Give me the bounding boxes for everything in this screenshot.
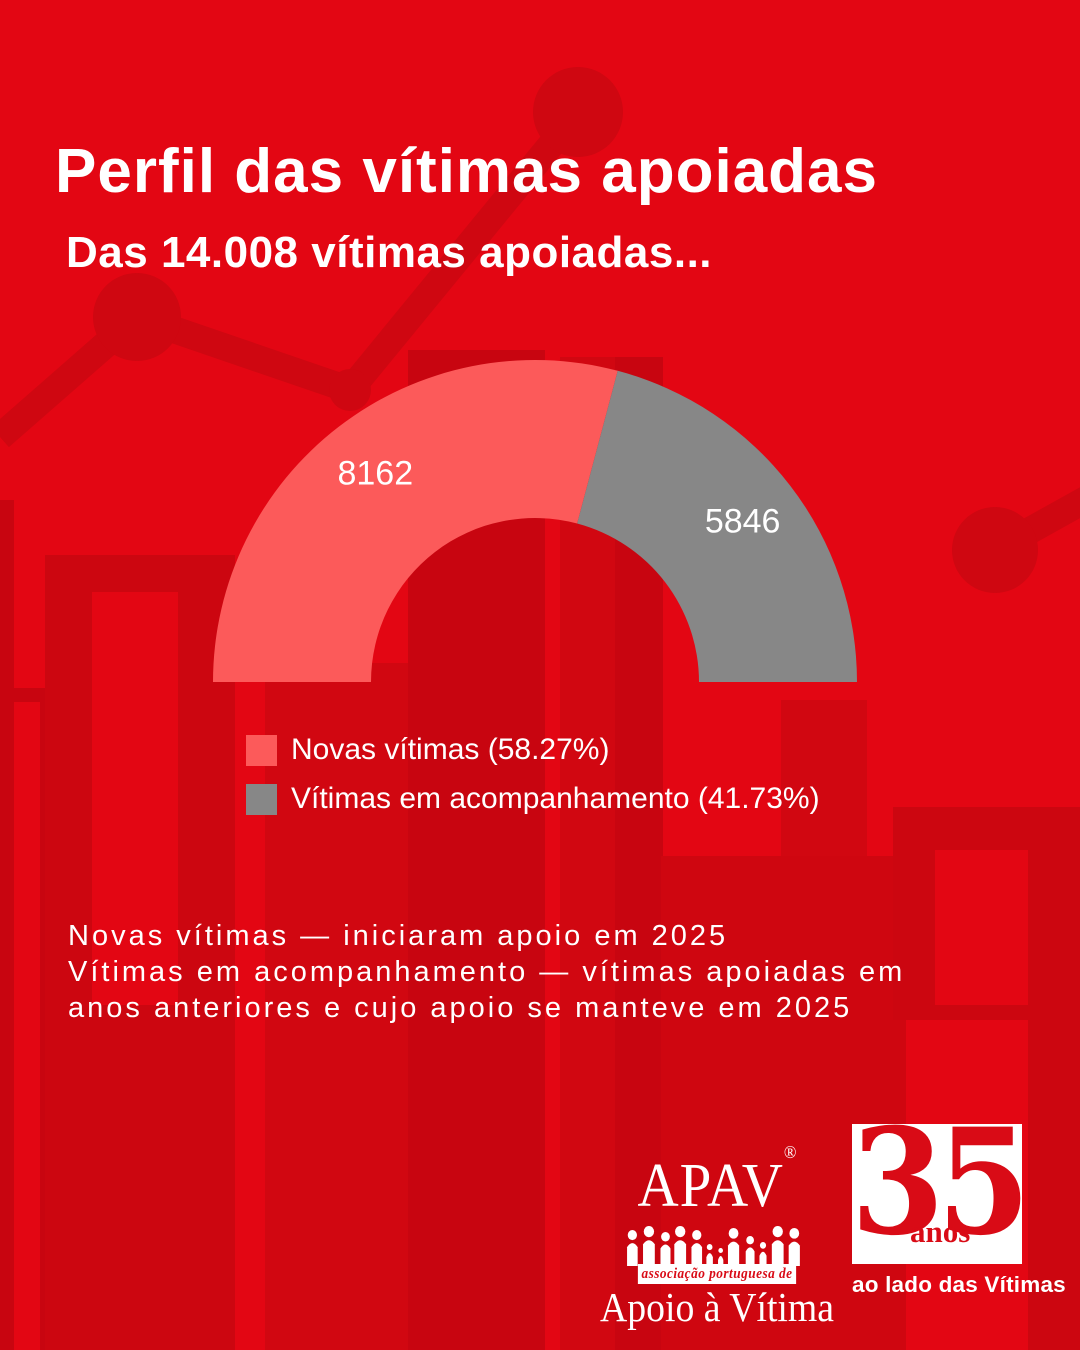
person-silhouette-icon — [718, 1248, 724, 1266]
decorative-line-node-icon — [93, 273, 181, 361]
person-silhouette-icon — [691, 1230, 703, 1266]
apav-acronym-text: APAV — [637, 1152, 784, 1220]
apav-acronym: APAV® — [638, 1120, 797, 1218]
donut-slice-novas-vitimas — [213, 360, 618, 682]
legend-item-novas-vitimas: Novas vítimas (58.27%) — [246, 733, 820, 767]
registered-trademark-icon: ® — [783, 1142, 797, 1162]
anniversary-number: 35 — [850, 1097, 1031, 1268]
apav-band-text: associação portuguesa de — [637, 1264, 797, 1284]
apav-full-name: Apoio à Vítima — [600, 1284, 834, 1330]
person-silhouette-icon — [674, 1226, 687, 1266]
decorative-bar — [0, 500, 14, 1350]
person-silhouette-icon — [745, 1236, 755, 1266]
legend-swatch-gray-icon — [246, 783, 277, 815]
decorative-line-node-icon — [952, 507, 1038, 593]
page-title: Perfil das vítimas apoiadas — [55, 137, 879, 206]
donut-slice-vitimas-em-acompanhamento — [577, 370, 857, 682]
definitions-note: Novas vítimas — iniciaram apoio em 2025 … — [68, 918, 905, 1026]
person-silhouette-icon — [643, 1226, 655, 1266]
legend-label-novas-vitimas: Novas vítimas (58.27%) — [291, 733, 610, 766]
people-silhouettes-icon — [627, 1226, 800, 1266]
anniversary-unit: anos — [910, 1214, 971, 1249]
person-silhouette-icon — [727, 1228, 740, 1266]
person-silhouette-icon — [627, 1230, 638, 1266]
donut-data-label: 8162 — [337, 454, 413, 492]
anniversary-35-logo: 35 anos ao lado das Vítimas — [851, 1110, 1066, 1298]
anniversary-tagline: ao lado das Vítimas — [852, 1272, 1066, 1297]
decorative-bar — [1028, 807, 1080, 1350]
decorative-line-node-icon — [329, 369, 371, 411]
page-subtitle: Das 14.008 vítimas apoiadas... — [66, 228, 713, 277]
decorative-bar — [92, 592, 178, 1005]
donut-data-label: 5846 — [705, 502, 781, 540]
anniversary-box: 35 anos — [851, 1110, 1030, 1264]
apav-logo: APAV® associação portuguesa de Apoio à V… — [600, 1120, 834, 1330]
person-silhouette-icon — [759, 1242, 767, 1266]
note-line-3: anos anteriores e cujo apoio se manteve … — [68, 992, 853, 1024]
person-silhouette-icon — [660, 1232, 671, 1266]
chart-legend: Novas vítimas (58.27%) Vítimas em acompa… — [246, 733, 820, 816]
person-silhouette-icon — [706, 1244, 713, 1266]
decorative-bar — [935, 850, 1045, 1005]
note-line-2: Vítimas em acompanhamento — vítimas apoi… — [68, 956, 906, 988]
legend-item-vitimas-em-acompanhamento: Vítimas em acompanhamento (41.73%) — [246, 782, 820, 816]
decorative-line-segment — [339, 103, 589, 399]
decorative-bar — [265, 663, 415, 1350]
person-silhouette-icon — [788, 1228, 800, 1266]
note-line-1: Novas vítimas — iniciaram apoio em 2025 — [68, 920, 729, 952]
legend-label-vitimas-em-acompanhamento: Vítimas em acompanhamento (41.73%) — [291, 782, 820, 815]
legend-swatch-pink-icon — [246, 734, 277, 766]
decorative-line-node-icon — [533, 67, 623, 157]
person-silhouette-icon — [771, 1226, 784, 1266]
